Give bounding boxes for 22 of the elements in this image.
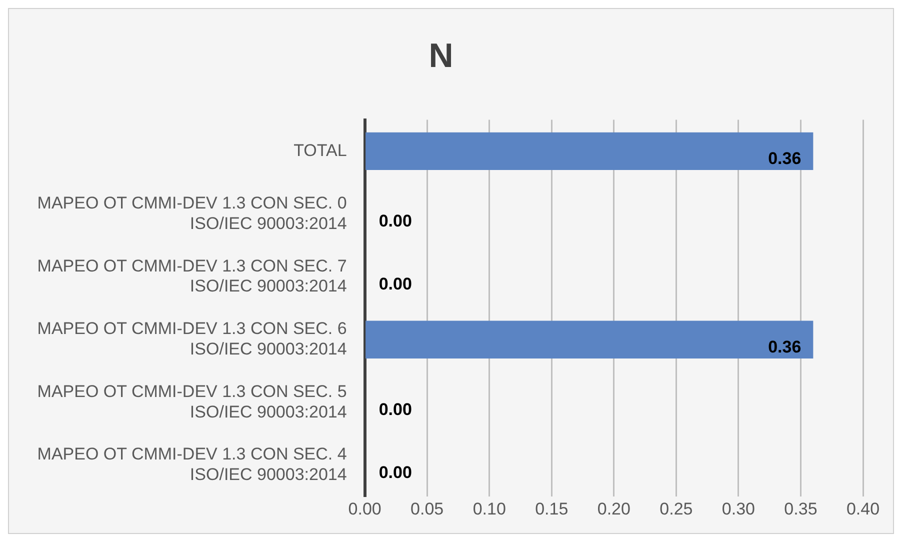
- data-label: 0.00: [378, 212, 412, 231]
- x-tick-label: 0.30: [722, 499, 756, 518]
- x-tick-label: 0.00: [348, 499, 382, 518]
- data-label: 0.00: [378, 274, 412, 294]
- y-tick-label: MAPEO OT CMMI-DEV 1.3 CON SEC. 4 ISO/IEC 90003:2014: [37, 444, 347, 484]
- y-tick-label: MAPEO OT CMMI-DEV 1.3 CON SEC. 6 ISO/IEC 90003:2014: [37, 319, 347, 358]
- data-label: 0.00: [378, 400, 412, 420]
- x-tick-label: 0.25: [660, 499, 693, 518]
- x-tick-label: 0.35: [784, 499, 818, 518]
- x-tick-label: 0.05: [410, 499, 444, 518]
- y-tick-label: MAPEO OT CMMI-DEV 1.3 CON SEC. 0 ISO/IEC 90003:2014: [37, 193, 347, 233]
- y-tick-label: MAPEO OT CMMI-DEV 1.3 CON SEC. 7 ISO/IEC 90003:2014: [37, 256, 347, 296]
- data-label: 0.36: [768, 337, 802, 356]
- chart-title: N: [428, 36, 454, 75]
- data-label: 0.36: [768, 148, 802, 168]
- data-label: 0.00: [378, 462, 412, 482]
- y-tick-label: MAPEO OT CMMI-DEV 1.3 CON SEC. 5 ISO/IEC 90003:2014: [37, 382, 347, 422]
- x-tick-label: 0.15: [535, 499, 568, 518]
- x-tick-label: 0.10: [472, 499, 506, 518]
- y-tick-label: TOTAL: [294, 140, 347, 160]
- x-tick-label: 0.20: [597, 499, 630, 518]
- x-tick-label: 0.40: [846, 499, 880, 518]
